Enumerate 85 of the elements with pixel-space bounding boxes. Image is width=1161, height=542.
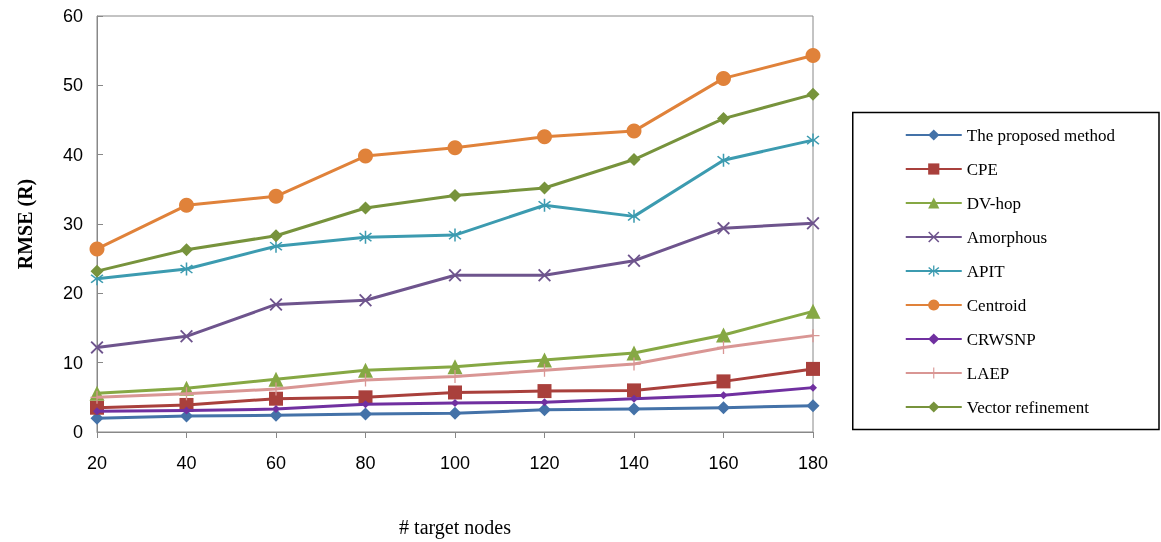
- legend-label: Centroid: [966, 295, 1027, 315]
- x-tick-label: 160: [708, 453, 739, 473]
- point: [626, 345, 642, 361]
- point: [627, 209, 641, 223]
- x-tick-label: 60: [265, 453, 287, 473]
- point: [806, 133, 820, 147]
- x-tick-label: 140: [618, 453, 650, 473]
- point: [717, 153, 730, 167]
- y-tick-label: 40: [62, 144, 83, 165]
- point: [716, 70, 731, 86]
- point: [180, 329, 193, 343]
- y-axis-title: RMSE (R): [14, 178, 37, 270]
- point: [448, 385, 462, 400]
- point: [359, 201, 372, 215]
- point: [268, 188, 284, 204]
- point: [627, 153, 641, 167]
- point: [627, 383, 641, 398]
- point: [448, 228, 462, 242]
- point: [269, 239, 283, 253]
- point: [806, 216, 820, 230]
- point: [538, 268, 551, 282]
- point: [358, 148, 373, 164]
- point: [361, 400, 370, 409]
- x-tick-label: 120: [529, 453, 560, 473]
- x-tick-label: 100: [439, 453, 471, 473]
- point: [448, 189, 462, 203]
- point: [538, 181, 551, 195]
- legend-label: Vector refinement: [966, 397, 1090, 417]
- point: [359, 293, 372, 307]
- legend-label: CRWSNP: [966, 329, 1036, 349]
- x-tick-label: 20: [86, 453, 108, 473]
- point: [90, 264, 104, 278]
- point: [806, 361, 820, 376]
- point: [180, 243, 193, 257]
- point: [805, 48, 821, 64]
- point: [451, 398, 459, 407]
- point: [272, 405, 280, 414]
- point: [359, 407, 372, 421]
- legend-label: DV-hop: [966, 193, 1021, 213]
- point: [358, 362, 373, 378]
- point: [537, 384, 552, 399]
- point: [269, 391, 283, 406]
- point: [806, 87, 820, 101]
- point: [716, 327, 731, 343]
- x-tick-label: 40: [176, 453, 197, 473]
- point: [630, 394, 638, 403]
- point: [179, 197, 194, 213]
- point: [448, 406, 462, 420]
- point: [626, 123, 642, 139]
- x-tick-label: 80: [355, 453, 376, 473]
- point: [627, 254, 641, 268]
- y-tick-label: 30: [62, 214, 83, 234]
- point: [268, 371, 284, 387]
- legend-label: LAEP: [966, 363, 1010, 383]
- legend-label: CPE: [966, 159, 998, 179]
- point: [537, 129, 552, 145]
- point: [806, 399, 820, 413]
- y-tick-label: 10: [62, 352, 83, 373]
- point: [717, 401, 730, 415]
- x-axis-title: # target nodes: [399, 516, 512, 539]
- point: [269, 229, 283, 243]
- point: [716, 374, 731, 389]
- point: [540, 398, 549, 407]
- point: [717, 112, 730, 126]
- y-tick-label: 50: [62, 75, 83, 96]
- point: [809, 383, 817, 392]
- legend-label: The proposed method: [966, 125, 1116, 145]
- y-tick-label: 20: [62, 283, 83, 304]
- point: [538, 198, 551, 212]
- point: [180, 262, 193, 276]
- point: [448, 268, 462, 282]
- point: [359, 230, 372, 244]
- point: [447, 140, 463, 156]
- y-tick-label: 0: [72, 422, 83, 442]
- point: [627, 402, 641, 416]
- point: [89, 241, 105, 257]
- point: [537, 352, 552, 368]
- point: [447, 359, 463, 375]
- legend-label: Amorphous: [966, 227, 1048, 247]
- x-tick-label: 180: [797, 453, 829, 473]
- legend-label: APIT: [966, 261, 1006, 281]
- point: [805, 303, 821, 319]
- point: [719, 391, 728, 400]
- y-tick-label: 60: [62, 6, 83, 26]
- point: [538, 403, 551, 417]
